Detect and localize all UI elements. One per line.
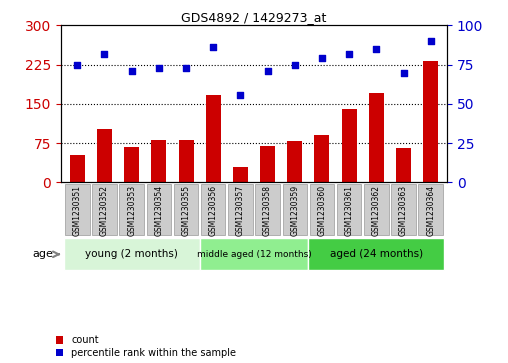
Text: GSM1230357: GSM1230357 bbox=[236, 185, 245, 236]
FancyBboxPatch shape bbox=[256, 184, 280, 235]
Point bbox=[73, 62, 81, 68]
Text: GSM1230356: GSM1230356 bbox=[209, 185, 218, 236]
Text: middle aged (12 months): middle aged (12 months) bbox=[197, 250, 311, 259]
FancyBboxPatch shape bbox=[364, 184, 389, 235]
FancyBboxPatch shape bbox=[282, 184, 307, 235]
Bar bbox=[178, 139, 194, 183]
Text: GSM1230363: GSM1230363 bbox=[399, 185, 408, 236]
Point bbox=[236, 91, 244, 97]
Text: GSM1230358: GSM1230358 bbox=[263, 185, 272, 236]
Text: GSM1230352: GSM1230352 bbox=[100, 185, 109, 236]
FancyBboxPatch shape bbox=[65, 184, 89, 235]
Bar bbox=[151, 139, 166, 183]
Bar bbox=[288, 140, 302, 183]
Text: GSM1230360: GSM1230360 bbox=[318, 185, 327, 236]
Bar bbox=[206, 95, 220, 183]
FancyBboxPatch shape bbox=[147, 184, 171, 235]
Text: GSM1230364: GSM1230364 bbox=[426, 185, 435, 236]
Point bbox=[264, 68, 272, 74]
Bar bbox=[70, 155, 85, 183]
Bar bbox=[342, 109, 357, 183]
Point bbox=[155, 65, 163, 71]
FancyBboxPatch shape bbox=[228, 184, 252, 235]
Text: GSM1230353: GSM1230353 bbox=[127, 185, 136, 236]
Text: GSM1230354: GSM1230354 bbox=[154, 185, 164, 236]
Bar bbox=[233, 167, 248, 183]
Bar bbox=[369, 94, 384, 183]
Text: GSM1230362: GSM1230362 bbox=[372, 185, 381, 236]
FancyBboxPatch shape bbox=[310, 184, 334, 235]
Legend: count, percentile rank within the sample: count, percentile rank within the sample bbox=[56, 335, 236, 358]
Bar bbox=[396, 148, 411, 183]
Point bbox=[101, 51, 109, 57]
FancyBboxPatch shape bbox=[419, 184, 443, 235]
Point bbox=[372, 46, 380, 52]
Point bbox=[318, 56, 326, 61]
FancyBboxPatch shape bbox=[119, 184, 144, 235]
Point bbox=[291, 62, 299, 68]
Point bbox=[182, 65, 190, 71]
Bar bbox=[423, 61, 438, 183]
Text: GSM1230351: GSM1230351 bbox=[73, 185, 82, 236]
FancyBboxPatch shape bbox=[200, 238, 308, 270]
Bar bbox=[124, 147, 139, 183]
FancyBboxPatch shape bbox=[92, 184, 117, 235]
Bar bbox=[260, 146, 275, 183]
FancyBboxPatch shape bbox=[201, 184, 226, 235]
Title: GDS4892 / 1429273_at: GDS4892 / 1429273_at bbox=[181, 11, 327, 24]
FancyBboxPatch shape bbox=[174, 184, 198, 235]
FancyBboxPatch shape bbox=[337, 184, 361, 235]
Text: GSM1230361: GSM1230361 bbox=[344, 185, 354, 236]
Point bbox=[128, 68, 136, 74]
FancyBboxPatch shape bbox=[64, 238, 200, 270]
Text: GSM1230355: GSM1230355 bbox=[181, 185, 190, 236]
Point bbox=[209, 45, 217, 50]
Point bbox=[399, 70, 407, 76]
Text: aged (24 months): aged (24 months) bbox=[330, 249, 423, 259]
Point bbox=[427, 38, 435, 44]
Text: age: age bbox=[32, 249, 53, 259]
Text: young (2 months): young (2 months) bbox=[85, 249, 178, 259]
FancyBboxPatch shape bbox=[391, 184, 416, 235]
Bar bbox=[97, 129, 112, 183]
FancyBboxPatch shape bbox=[308, 238, 444, 270]
Point bbox=[345, 51, 353, 57]
Text: GSM1230359: GSM1230359 bbox=[290, 185, 299, 236]
Bar bbox=[314, 135, 330, 183]
